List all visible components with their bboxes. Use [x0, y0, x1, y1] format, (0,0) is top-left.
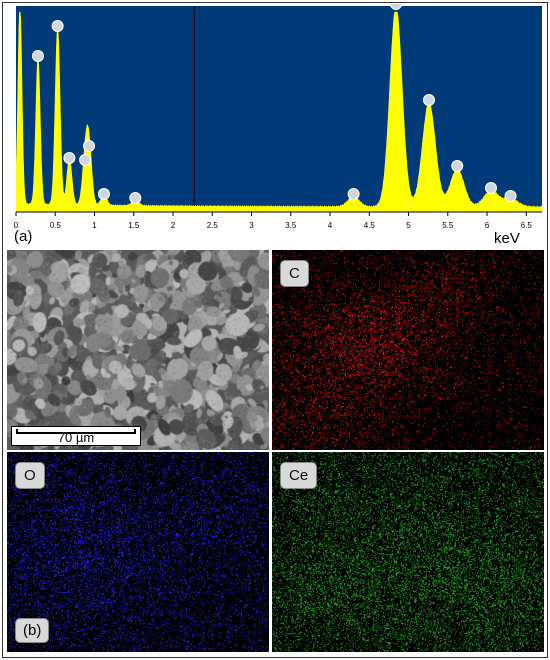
edx-spectrum-panel: 0 0.5 1 1.5 2 2.5 3 3.5 4 4.5 5 5.5 6 6.5 (a) keV [6, 4, 544, 248]
peak-marker-0 [31, 50, 44, 62]
x-tick-label-2: 1 [92, 221, 97, 230]
peak-marker-3 [79, 154, 92, 166]
x-tick-label-7: 3.5 [285, 221, 297, 230]
sem-micrograph [7, 250, 269, 450]
peak-marker-10 [451, 160, 464, 172]
x-tick-label-10: 5 [406, 221, 411, 230]
x-axis-unit-label: keV [494, 230, 520, 247]
x-tick-label-8: 4 [328, 221, 333, 230]
x-tick-label-12: 6 [485, 221, 490, 230]
oxygen-label: O [15, 462, 45, 489]
carbon-label: C [280, 260, 309, 287]
x-tick-label-4: 2 [171, 221, 176, 230]
cerium-label: Ce [280, 462, 318, 489]
cerium-map: Ce [272, 452, 544, 652]
x-tick-label-5: 2.5 [207, 221, 219, 230]
peak-marker-5 [97, 188, 110, 200]
panel-a-label: (a) [14, 228, 33, 245]
peak-marker-2 [63, 152, 76, 164]
peak-marker-6 [129, 192, 142, 204]
x-tick-label-1: 0.5 [50, 221, 62, 230]
scale-bar-label: 70 µm [57, 430, 95, 445]
oxygen-map-image [7, 452, 269, 652]
scale-bar-line [16, 429, 136, 434]
x-tick-label-13: 6.5 [521, 221, 533, 230]
peak-marker-9 [422, 94, 435, 106]
oxygen-map: O (b) [7, 452, 269, 652]
edx-spectrum-chart: 0 0.5 1 1.5 2 2.5 3 3.5 4 4.5 5 5.5 6 6.5 [6, 4, 544, 248]
x-tick-label-6: 3 [249, 221, 254, 230]
peak-marker-11 [484, 182, 497, 194]
x-tick-label-0: 0 [14, 221, 19, 230]
x-tick-label-9: 4.5 [364, 221, 376, 230]
sem-image: 70 µm [7, 250, 269, 450]
x-tick-label-11: 5.5 [442, 221, 454, 230]
peak-marker-12 [504, 190, 517, 202]
peak-marker-1 [51, 20, 64, 32]
panel-b-label: (b) [15, 618, 50, 643]
cerium-map-image [272, 452, 544, 652]
scale-bar: 70 µm [11, 426, 141, 446]
peak-marker-4 [83, 140, 96, 152]
carbon-map: C [272, 250, 544, 450]
carbon-map-image [272, 250, 544, 450]
peak-marker-7 [347, 188, 360, 200]
x-tick-label-3: 1.5 [128, 221, 140, 230]
peak-marker-8 [389, 4, 402, 10]
